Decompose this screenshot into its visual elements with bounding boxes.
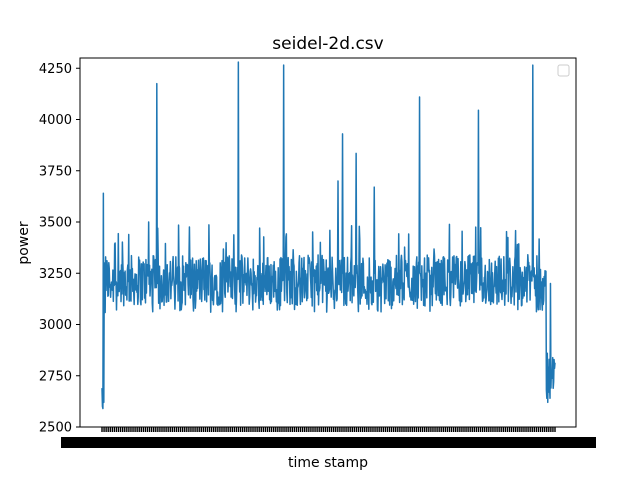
y-tick-label: 3000 (39, 318, 72, 333)
y-tick-label: 4000 (39, 113, 72, 128)
legend-box (557, 64, 570, 77)
chart-title: seidel-2d.csv (272, 34, 383, 54)
y-tick-label: 2750 (39, 369, 72, 384)
y-axis: 2500 2750 3000 3250 3500 3750 4000 4250 (39, 62, 80, 436)
y-tick-label: 2500 (39, 421, 72, 436)
power-series-line (101, 61, 556, 410)
y-tick-label: 3250 (39, 267, 72, 282)
plot-area (80, 58, 576, 427)
x-tick-labels-overlapped (61, 437, 596, 448)
series-layer (101, 61, 556, 410)
y-tick-label: 3750 (39, 164, 72, 179)
y-tick-label: 3500 (39, 216, 72, 231)
y-tick-label: 4250 (39, 62, 72, 77)
x-axis (61, 427, 596, 448)
y-axis-label: power (16, 221, 32, 265)
x-axis-label: time stamp (288, 455, 368, 471)
